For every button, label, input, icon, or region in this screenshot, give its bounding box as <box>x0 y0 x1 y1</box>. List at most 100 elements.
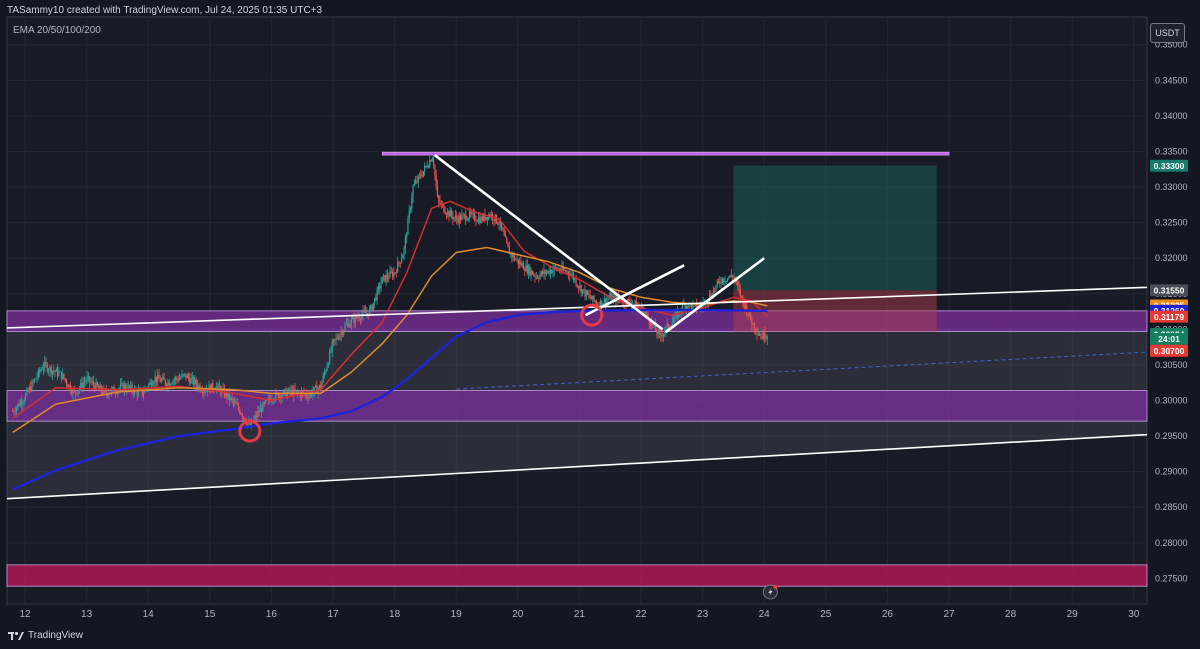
candle-body <box>148 384 150 389</box>
trendline-lower[interactable] <box>6 433 1148 500</box>
candle-body <box>463 214 466 216</box>
candle-body <box>533 274 535 276</box>
candle-body <box>688 303 690 309</box>
candle-body <box>356 315 358 318</box>
candle-body <box>216 386 218 390</box>
candle-body <box>525 265 527 272</box>
candle-body <box>313 387 315 392</box>
candle-body <box>594 300 596 303</box>
candle-body <box>110 388 113 393</box>
pattern-line-down[interactable] <box>433 154 664 331</box>
candle-body <box>391 272 394 277</box>
candle-body <box>643 311 645 315</box>
candle-body <box>506 237 508 243</box>
candle-body <box>59 371 61 373</box>
candle-body <box>343 330 345 335</box>
candle-body <box>489 214 491 217</box>
candle-body <box>184 373 186 375</box>
pattern-line-up-left[interactable] <box>584 264 685 317</box>
candle-body <box>180 377 182 379</box>
candle-body <box>530 270 532 276</box>
candle-body <box>760 335 762 337</box>
candle-body <box>196 384 199 388</box>
y-tick-label-6: 0.32000 <box>1155 253 1188 263</box>
candle-body <box>118 388 120 390</box>
candle-body <box>246 423 249 425</box>
candle-body <box>240 413 242 415</box>
candle-body <box>634 300 636 305</box>
currency-label[interactable]: USDT <box>1150 23 1185 43</box>
candle-body <box>330 350 332 352</box>
candle-body <box>295 390 297 392</box>
candle-body <box>520 261 522 266</box>
y-tick-label-3: 0.33500 <box>1155 146 1188 156</box>
candle-body <box>540 271 543 275</box>
indicator-legend[interactable]: EMA 20/50/100/200 <box>13 25 101 36</box>
candle-body <box>493 219 495 222</box>
candle-body <box>752 323 754 325</box>
pink-zone-bottom[interactable] <box>6 564 1148 587</box>
purple-zone-lower[interactable] <box>6 390 1148 422</box>
candle-body <box>517 259 519 265</box>
candle-body <box>739 288 741 297</box>
bounce-circle-left[interactable] <box>238 419 262 443</box>
position-target-zone[interactable] <box>733 165 937 291</box>
candle-body <box>672 319 675 323</box>
candle-body <box>733 277 735 279</box>
candle-body <box>421 176 423 178</box>
candle-body <box>611 293 613 301</box>
candle-body <box>761 336 763 339</box>
candle-body <box>86 377 88 381</box>
price-label-6: 24:01 <box>1158 334 1180 344</box>
candle-body <box>516 259 518 261</box>
candle-body <box>521 263 523 266</box>
candle-body <box>397 261 399 273</box>
candle-body <box>268 397 270 400</box>
candle-body <box>602 303 604 306</box>
candle-body <box>210 383 213 393</box>
tradingview-logo[interactable]: TradingView <box>8 630 83 641</box>
candle-body <box>99 385 101 389</box>
x-tick-label-15: 27 <box>943 609 955 620</box>
candle-body <box>169 384 172 386</box>
trendline-upper[interactable] <box>6 286 1148 329</box>
candle-body <box>248 422 250 424</box>
candle-body <box>348 322 350 328</box>
resistance-line[interactable] <box>381 151 950 156</box>
candle-body <box>657 330 659 335</box>
candle-body <box>499 221 501 225</box>
candle-body <box>344 324 346 331</box>
bounce-circle-right[interactable] <box>580 303 604 327</box>
candle-body <box>587 290 589 295</box>
candle-body <box>664 331 666 334</box>
pattern-line-up-right[interactable] <box>664 257 765 334</box>
candle-body <box>655 323 657 331</box>
candle-body <box>123 384 125 391</box>
footer-bar <box>0 626 1200 649</box>
candle-body <box>87 376 89 378</box>
candle-body <box>362 310 364 316</box>
candle-body <box>200 390 202 392</box>
candle-body <box>479 217 481 223</box>
candle-body <box>375 297 377 301</box>
candle-body <box>64 378 66 381</box>
candle-body <box>448 211 450 217</box>
candle-body <box>41 369 43 371</box>
candle-body <box>658 330 661 334</box>
candle-body <box>526 265 528 274</box>
candle-body <box>427 166 430 168</box>
candle-body <box>498 224 500 225</box>
candle-body <box>439 201 441 205</box>
candle-body <box>354 315 356 323</box>
candle-body <box>379 286 381 289</box>
price-label-0: 0.33300 <box>1154 161 1185 171</box>
candle-body <box>68 384 70 388</box>
candle-body <box>575 278 577 286</box>
candle-body <box>766 336 768 339</box>
candle-body <box>701 306 703 308</box>
candle-body <box>445 213 448 215</box>
candle-body <box>373 297 376 303</box>
candle-body <box>390 271 392 273</box>
candle-body <box>85 380 87 382</box>
